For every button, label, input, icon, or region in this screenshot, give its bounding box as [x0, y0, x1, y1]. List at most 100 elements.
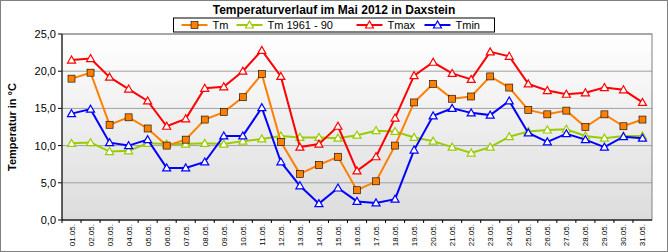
x-axis: [62, 220, 652, 221]
marker: [638, 134, 646, 141]
marker: [429, 112, 437, 119]
x-tick: [157, 220, 158, 223]
marker: [448, 104, 456, 111]
marker: [182, 136, 189, 143]
marker: [315, 140, 323, 147]
x-tick-label: 31.05.: [638, 224, 647, 246]
marker: [619, 86, 627, 93]
x-tick-label: 06.05.: [163, 224, 172, 246]
marker: [391, 195, 399, 202]
x-tick: [328, 220, 329, 223]
marker: [353, 131, 361, 138]
grid-line: [62, 182, 652, 183]
marker: [373, 178, 380, 185]
marker: [448, 69, 456, 76]
marker: [486, 111, 494, 118]
marker: [506, 84, 513, 91]
y-tick-label: 15,0: [35, 102, 56, 114]
marker: [391, 114, 399, 121]
marker: [581, 136, 589, 143]
marker: [182, 164, 190, 171]
x-tick-label: 02.05.: [87, 224, 96, 246]
marker: [392, 142, 399, 149]
y-tick: [58, 34, 62, 35]
data-group: [68, 46, 647, 206]
x-tick: [423, 220, 424, 223]
marker: [582, 124, 589, 131]
marker: [163, 122, 171, 129]
x-tick-label: 05.05.: [144, 224, 153, 246]
y-tick-label: 25,0: [35, 28, 56, 40]
marker: [410, 146, 418, 153]
marker: [87, 105, 95, 112]
marker: [619, 133, 627, 140]
x-tick: [62, 220, 63, 223]
marker: [467, 149, 475, 156]
legend-marker: [366, 21, 374, 28]
marker: [125, 142, 133, 149]
marker: [220, 132, 228, 139]
marker: [524, 80, 532, 87]
marker: [429, 58, 437, 65]
marker: [296, 182, 304, 189]
marker: [68, 110, 76, 117]
x-tick-label: 23.05.: [486, 224, 495, 246]
x-tick-label: 01.05.: [68, 224, 77, 246]
marker: [334, 184, 342, 191]
x-tick-label: 10.05.: [239, 224, 248, 246]
x-tick-label: 03.05.: [106, 224, 115, 246]
x-tick-label: 07.05.: [182, 224, 191, 246]
marker: [220, 109, 227, 116]
x-tick: [81, 220, 82, 223]
x-tick: [138, 220, 139, 223]
marker: [467, 75, 475, 82]
marker: [487, 73, 494, 80]
y-tick-label: 10,0: [35, 140, 56, 152]
marker: [486, 48, 494, 55]
marker: [163, 142, 170, 149]
y-tick: [58, 108, 62, 109]
marker: [258, 46, 266, 53]
x-tick: [556, 220, 557, 223]
marker: [411, 99, 418, 106]
marker: [543, 138, 551, 145]
marker: [372, 153, 380, 160]
marker: [144, 125, 151, 132]
marker: [334, 153, 341, 160]
marker: [220, 83, 228, 90]
plot-frame: [62, 34, 652, 220]
x-tick: [385, 220, 386, 223]
marker: [334, 122, 342, 129]
marker: [87, 139, 95, 146]
y-tick: [58, 182, 62, 183]
x-tick: [195, 220, 196, 223]
marker: [524, 129, 532, 136]
legend-label: Tmax: [388, 19, 416, 31]
y-tick-label: 20,0: [35, 65, 56, 77]
marker: [315, 161, 322, 168]
x-tick-label: 11.05.: [258, 224, 267, 246]
legend-marker: [434, 21, 442, 28]
marker: [106, 148, 114, 155]
marker: [354, 187, 361, 194]
y-tick: [58, 220, 62, 221]
marker: [315, 200, 323, 207]
x-tick: [518, 220, 519, 223]
x-tick: [404, 220, 405, 223]
marker: [543, 87, 551, 94]
marker: [581, 89, 589, 96]
y-axis-title: Temperatur in °C: [6, 83, 18, 171]
x-tick-label: 15.05.: [334, 224, 343, 246]
x-tick-label: 09.05.: [220, 224, 229, 246]
legend-label: Tmin: [456, 19, 480, 31]
x-tick: [575, 220, 576, 223]
marker: [87, 69, 94, 76]
marker: [239, 67, 247, 74]
x-tick: [100, 220, 101, 223]
x-tick: [176, 220, 177, 223]
marker: [639, 116, 646, 123]
marker: [600, 134, 608, 141]
legend: TmTm 1961 - 90TmaxTmin: [174, 18, 495, 32]
marker: [106, 121, 113, 128]
chart-frame: [1, 1, 668, 252]
